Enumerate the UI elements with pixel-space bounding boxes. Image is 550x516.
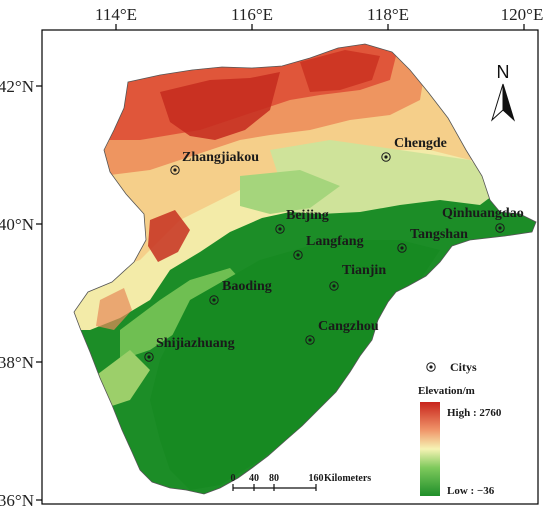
city-label-baoding: Baoding [222, 279, 272, 294]
lon-label-116: 116°E [231, 5, 273, 24]
scale-tick-40: 40 [249, 473, 259, 484]
frame-ticks [36, 24, 525, 501]
city-label-zhangjiakou: Zhangjiakou [182, 150, 259, 165]
city-marker-langfang [293, 250, 303, 260]
city-marker-tangshan [397, 243, 407, 253]
scale-bar: 0 40 80 160 Kilometers [231, 473, 371, 491]
legend-city-symbol-icon [426, 362, 436, 372]
city-marker-cangzhou [305, 335, 315, 345]
city-label-tianjin: Tianjin [342, 263, 386, 278]
city-label-shijiazhuang: Shijiazhuang [156, 336, 235, 351]
lat-label-38: 38°N [0, 353, 34, 372]
city-markers [144, 152, 505, 362]
north-arrow-icon: N [490, 62, 516, 122]
city-marker-chengde [381, 152, 391, 162]
city-label-langfang: Langfang [306, 234, 364, 249]
scale-tick-80: 80 [269, 473, 279, 484]
city-label-chengde: Chengde [394, 136, 447, 151]
lon-label-120: 120°E [501, 5, 544, 24]
city-marker-baoding [209, 295, 219, 305]
city-marker-tianjin [329, 281, 339, 291]
lon-label-118: 118°E [367, 5, 409, 24]
elevation-region [74, 44, 536, 494]
city-marker-qinhuangdao [495, 223, 505, 233]
north-arrow-label: N [497, 62, 510, 82]
city-label-cangzhou: Cangzhou [318, 319, 379, 334]
city-label-qinhuangdao: Qinhuangdao [442, 206, 524, 221]
city-marker-shijiazhuang [144, 352, 154, 362]
city-marker-beijing [275, 224, 285, 234]
city-marker-zhangjiakou [170, 165, 180, 175]
legend-low-label: Low : −36 [447, 485, 495, 497]
lat-label-40: 40°N [0, 215, 34, 234]
legend-elevation-title: Elevation/m [418, 385, 475, 397]
legend-city-label: Citys [450, 360, 477, 374]
scale-tick-0: 0 [231, 473, 236, 484]
lon-label-114: 114°E [95, 5, 137, 24]
legend-elevation-colorbar [420, 402, 440, 496]
lat-label-36: 36°N [0, 491, 34, 510]
scale-tick-160: 160 [309, 473, 324, 484]
city-label-beijing: Beijing [286, 208, 329, 223]
scale-unit: Kilometers [324, 473, 371, 484]
city-label-tangshan: Tangshan [410, 227, 468, 242]
legend-high-label: High : 2760 [447, 407, 502, 419]
lat-label-42: 42°N [0, 77, 34, 96]
